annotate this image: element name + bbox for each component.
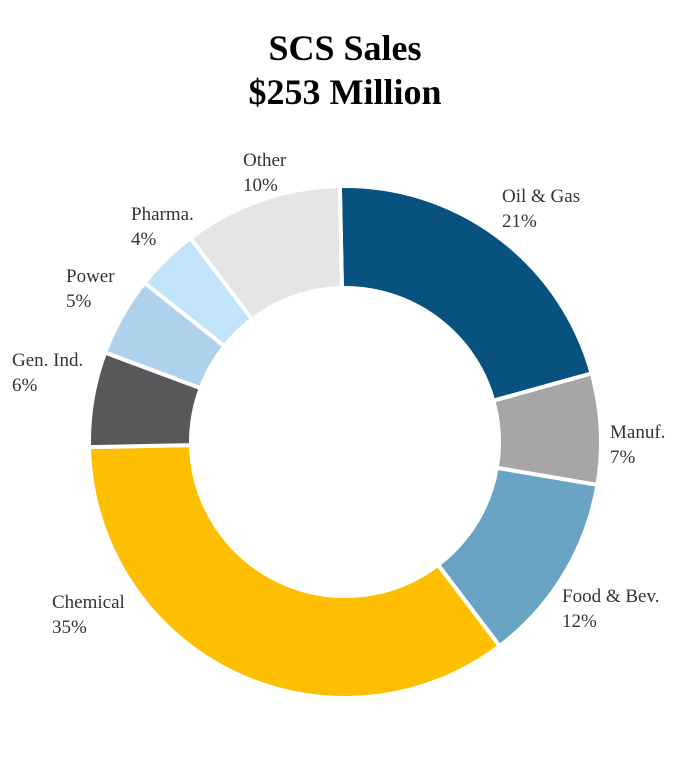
- slice-percent-label: 10%: [243, 175, 278, 196]
- slice-percent-label: 12%: [562, 611, 597, 632]
- chart-subtitle: $253 Million: [248, 72, 442, 112]
- slice-oil-gas: [337, 184, 594, 403]
- slice-other: [188, 184, 344, 322]
- slice-category-label: Oil & Gas: [502, 186, 580, 207]
- slice-label: Power 5%: [66, 266, 115, 312]
- slice-percent-label: 4%: [131, 229, 157, 250]
- slice-category-label: Food & Bev.: [562, 586, 659, 607]
- slice-percent-label: 5%: [66, 291, 92, 312]
- chart-title: SCS Sales $253 Million: [0, 26, 690, 114]
- slice-label: Gen. Ind. 6%: [12, 350, 83, 396]
- slice-category-label: Manuf.: [610, 422, 665, 443]
- slice-label: Other 10%: [243, 150, 287, 196]
- slice-label: Food & Bev. 12%: [562, 586, 659, 632]
- slice-chemical: [87, 443, 502, 700]
- slice-category-label: Gen. Ind.: [12, 350, 83, 371]
- slice-category-label: Pharma.: [131, 204, 194, 225]
- slice-label: Pharma. 4%: [131, 204, 194, 250]
- slice-category-label: Power: [66, 266, 115, 287]
- chart-title-line: SCS Sales: [268, 28, 422, 68]
- slice-percent-label: 7%: [610, 447, 636, 468]
- slice-label: Oil & Gas 21%: [502, 186, 580, 232]
- slice-percent-label: 35%: [52, 617, 87, 638]
- slice-percent-label: 21%: [502, 211, 537, 232]
- slice-category-label: Other: [243, 150, 287, 171]
- slice-percent-label: 6%: [12, 375, 38, 396]
- slice-label: Chemical 35%: [52, 592, 125, 638]
- slice-label: Manuf. 7%: [610, 422, 665, 468]
- slice-category-label: Chemical: [52, 592, 125, 613]
